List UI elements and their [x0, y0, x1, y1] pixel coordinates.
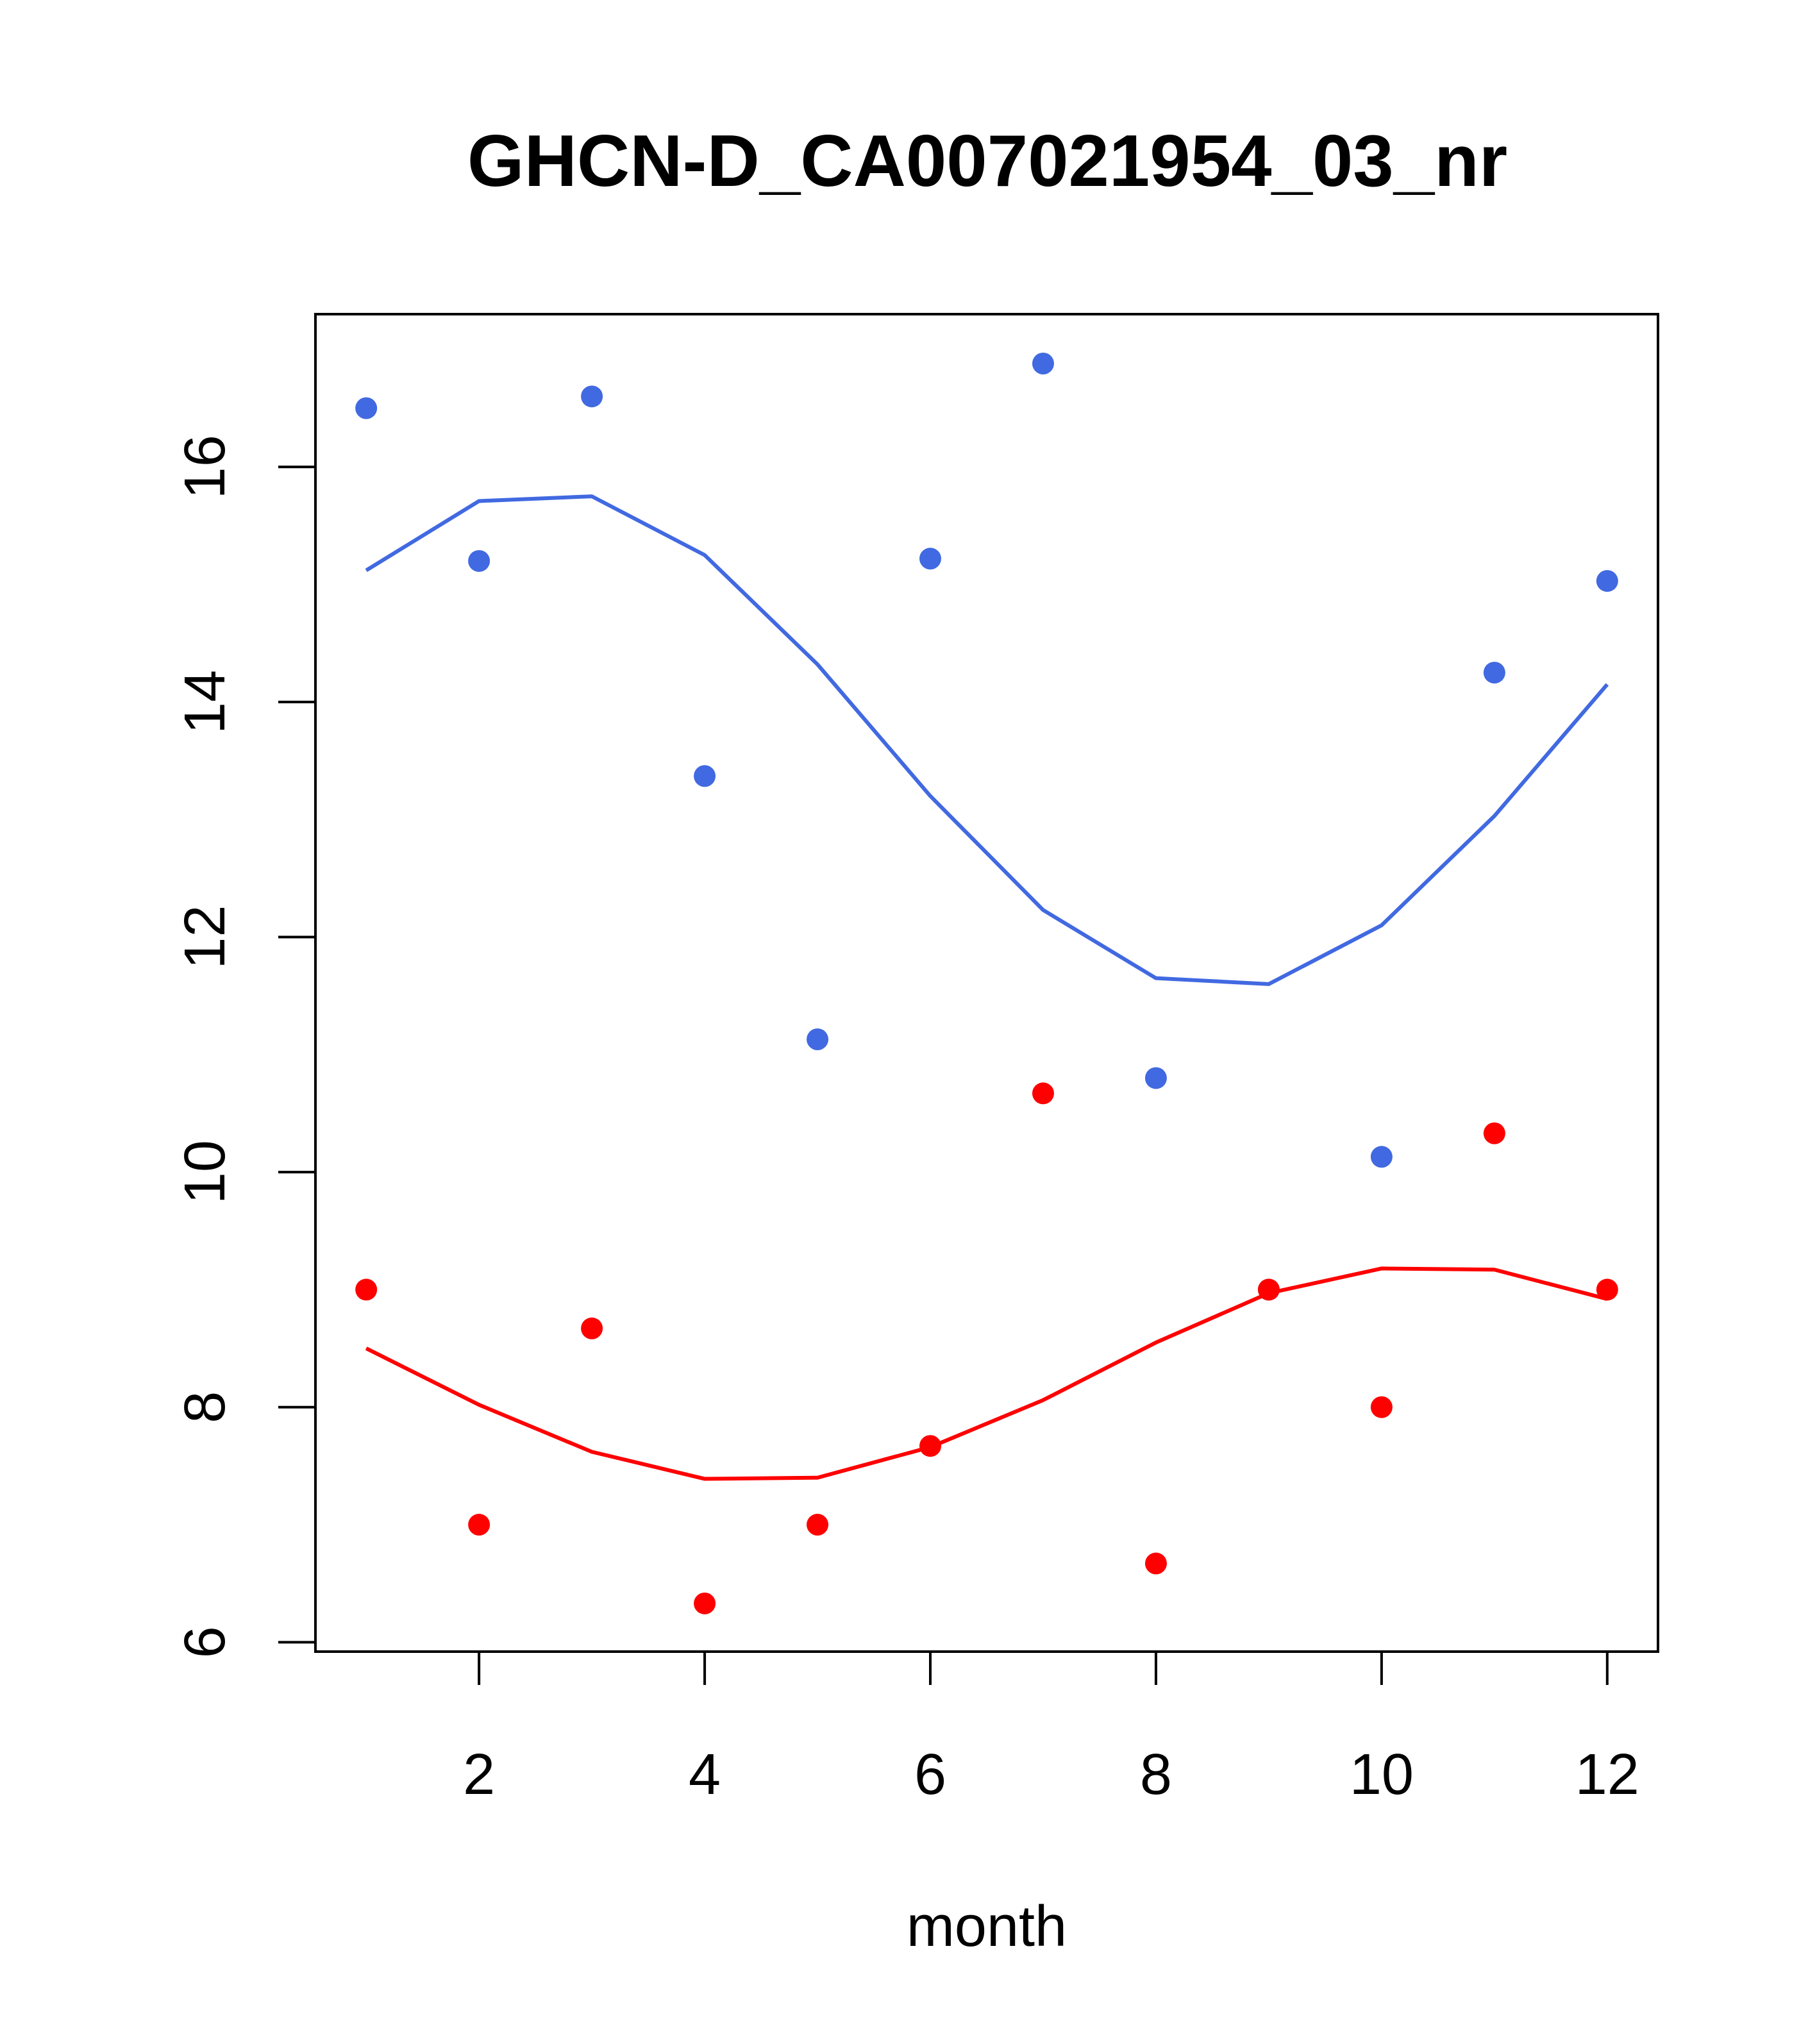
data-point — [1596, 570, 1618, 592]
data-point — [581, 385, 603, 408]
data-point — [1144, 1067, 1167, 1089]
data-point — [1596, 1278, 1618, 1301]
data-point — [1483, 662, 1505, 684]
y-tick-label: 10 — [173, 1140, 237, 1204]
y-tick-label: 12 — [173, 905, 237, 969]
x-tick-label: 4 — [689, 1743, 721, 1807]
data-point — [1032, 352, 1054, 374]
smooth-line — [365, 494, 1609, 986]
y-axis: 6 8 10 12 14 16 — [173, 435, 317, 1658]
plot-frame — [314, 313, 1659, 1653]
series-1 — [355, 352, 1618, 1301]
data-point — [355, 1278, 378, 1301]
data-point — [1032, 1082, 1054, 1105]
y-tick-label: 14 — [173, 670, 237, 734]
data-point — [1144, 1552, 1167, 1575]
y-tick-label: 16 — [173, 435, 237, 499]
x-tick-label: 10 — [1350, 1743, 1414, 1807]
data-point — [468, 1514, 490, 1536]
data-point — [807, 1514, 829, 1536]
x-axis-label: month — [907, 1895, 1067, 1959]
data-point — [807, 1028, 829, 1050]
data-point — [1370, 1396, 1393, 1418]
data-point — [1370, 1146, 1393, 1168]
data-point — [1257, 1278, 1280, 1301]
series-layer — [355, 352, 1618, 1614]
x-axis: 2 4 6 8 10 12 — [463, 1650, 1639, 1807]
series-2 — [355, 1082, 1618, 1614]
data-point — [919, 1435, 942, 1457]
data-point — [468, 549, 490, 572]
y-tick-label: 6 — [173, 1626, 237, 1658]
chart-title: GHCN-D_CA007021954_03_nr — [467, 121, 1507, 202]
x-tick-label: 12 — [1575, 1743, 1639, 1807]
data-point — [694, 765, 716, 787]
data-point — [694, 1592, 716, 1614]
x-tick-label: 2 — [463, 1743, 495, 1807]
x-tick-label: 8 — [1140, 1743, 1172, 1807]
data-point — [919, 548, 942, 570]
smooth-line — [365, 1266, 1608, 1481]
y-tick-label: 8 — [173, 1391, 237, 1423]
data-point — [581, 1317, 603, 1339]
x-tick-label: 6 — [914, 1743, 946, 1807]
data-point — [1483, 1122, 1505, 1144]
data-point — [355, 397, 378, 419]
